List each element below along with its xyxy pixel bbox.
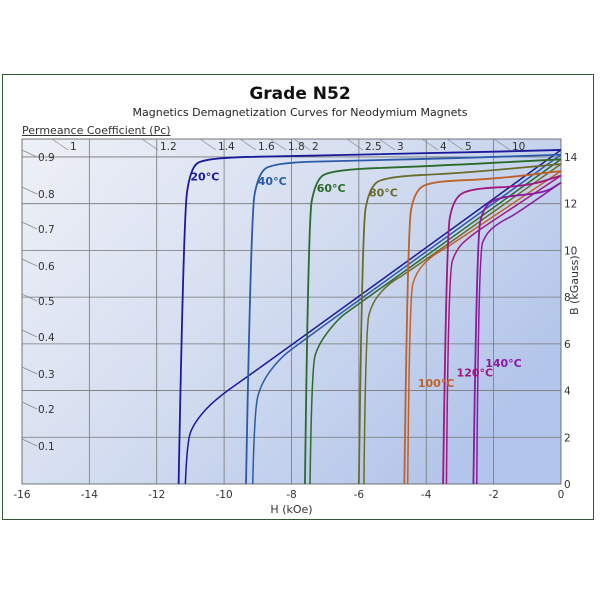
- pc-left-label: 0.5: [38, 296, 55, 308]
- normal-curve: [251, 154, 562, 485]
- x-tick-label: -6: [354, 489, 365, 501]
- pc-top-label: 1.2: [160, 141, 177, 153]
- normal-curve: [363, 163, 562, 485]
- temperature-label: 100°C: [418, 377, 455, 390]
- pc-top-label: 3: [397, 141, 404, 153]
- y-tick-label: 6: [564, 339, 571, 351]
- x-tick-label: -12: [148, 489, 165, 501]
- temperature-label: 80°C: [369, 187, 398, 200]
- pc-left-label: 0.8: [38, 189, 55, 201]
- pc-top-label: 5: [465, 141, 472, 153]
- normal-curve: [406, 170, 562, 485]
- temperature-label: 20°C: [190, 170, 219, 183]
- normal-curve: [309, 158, 562, 485]
- y-tick-label: 4: [564, 386, 571, 398]
- pc-left-label: 0.4: [38, 332, 55, 344]
- pc-left-label: 0.3: [38, 369, 55, 381]
- grid-lines: [22, 139, 561, 484]
- permeance-guides: 1 1.2 1.4 1.6 1.8 2 2.5 3 4 5 10 0.9 0.8 0.7 0.6 0.5 0.4…: [21, 138, 525, 453]
- pc-top-label: 1.4: [218, 141, 235, 153]
- chart-title: Grade N52: [249, 84, 351, 104]
- x-tick-label: -14: [81, 489, 98, 501]
- y-tick-label: 10: [564, 245, 577, 257]
- chart-subtitle: Magnetics Demagnetization Curves for Neo…: [132, 106, 468, 119]
- pc-left-label: 0.9: [38, 152, 55, 164]
- x-tick-label: -10: [216, 489, 233, 501]
- y-tick-label: 8: [564, 292, 571, 304]
- intrinsic-curve: [357, 163, 562, 485]
- x-tick-label: -4: [421, 489, 432, 501]
- normal-curve: [445, 175, 562, 485]
- intrinsic-curve: [442, 174, 562, 485]
- pc-top-label: 1.6: [258, 141, 275, 153]
- intrinsic-curve: [472, 181, 562, 485]
- y-tick-label: 12: [564, 199, 577, 211]
- temperature-label: 140°C: [485, 357, 522, 370]
- y-tick-label: 14: [564, 152, 578, 164]
- y-tick-label: 0: [564, 479, 571, 491]
- pc-top-label: 2.5: [365, 141, 382, 153]
- pc-left-label: 0.6: [38, 261, 55, 273]
- pc-left-label: 0.2: [38, 404, 55, 416]
- temperature-label: 40°C: [258, 175, 287, 188]
- curves: [177, 149, 562, 485]
- x-tick-label: 0: [558, 489, 565, 501]
- permeance-axis-title: Permeance Coefficient (Pc): [22, 124, 171, 137]
- y-tick-label: 2: [564, 432, 571, 444]
- pc-top-label: 1.8: [288, 141, 305, 153]
- temperature-label: 60°C: [317, 182, 346, 195]
- x-tick-label: -8: [286, 489, 296, 501]
- pc-top-label: 1: [70, 141, 77, 153]
- temperature-label: 120°C: [457, 367, 494, 380]
- pc-top-label: 10: [512, 141, 525, 153]
- x-tick-label: -2: [488, 489, 498, 501]
- pc-top-label: 4: [440, 141, 447, 153]
- intrinsic-curve: [177, 149, 562, 485]
- intrinsic-curve: [245, 153, 562, 485]
- x-tick-label: -16: [13, 489, 30, 501]
- normal-curve: [184, 149, 562, 485]
- pc-top-label: 2: [312, 141, 319, 153]
- pc-left-label: 0.7: [38, 224, 55, 236]
- intrinsic-curve: [403, 170, 562, 485]
- normal-curve: [476, 182, 562, 485]
- axis-ticks: -16 -14 -12 -10 -8 -6 -4 -2 00 2 4 6 8 10 12 14: [13, 152, 577, 501]
- x-axis-label: H (kOe): [270, 503, 313, 516]
- intrinsic-curve: [304, 158, 562, 485]
- pc-left-label: 0.1: [38, 441, 55, 453]
